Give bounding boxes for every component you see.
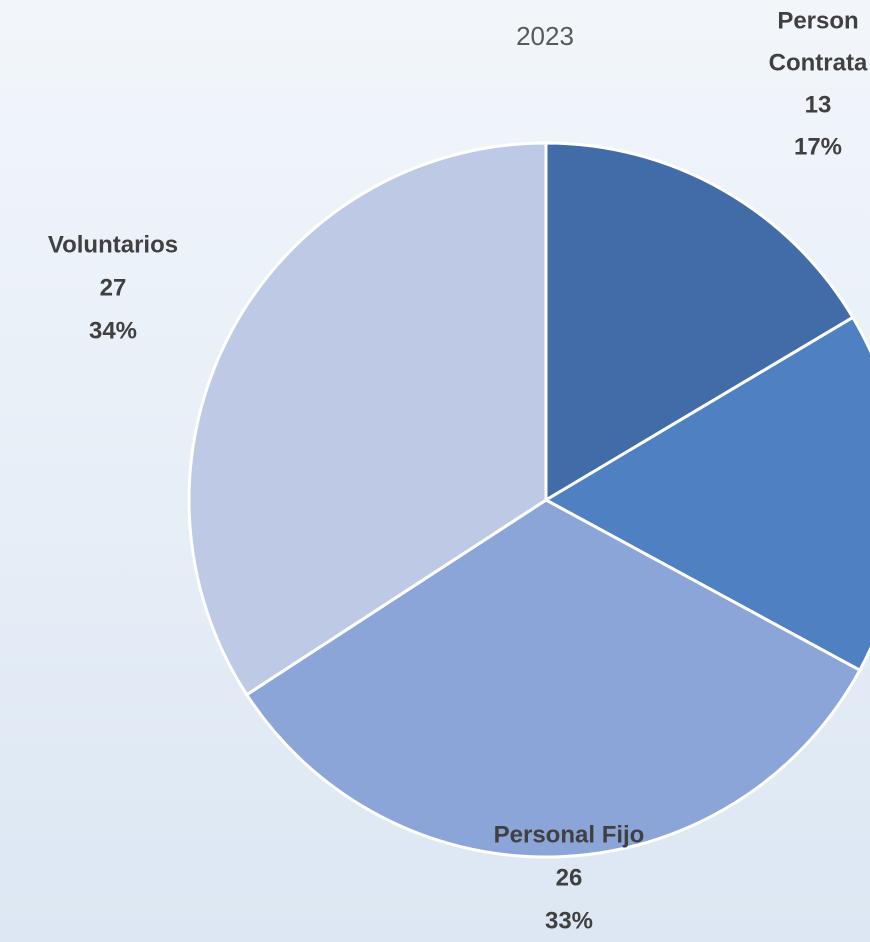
- slice-percent: 17%: [794, 133, 842, 160]
- slice-label: Person: [777, 7, 858, 34]
- slice-value: 13: [805, 91, 832, 118]
- pie-slice: [542, 315, 870, 673]
- pie-slice: [544, 141, 855, 503]
- slice-percent: 34%: [89, 317, 137, 344]
- slice-value: 26: [556, 864, 583, 891]
- slice-percent: 33%: [545, 907, 593, 934]
- pie-slice: [187, 141, 548, 697]
- slice-label: Contrata: [769, 49, 868, 76]
- slice-value: 27: [100, 274, 127, 301]
- chart-title: 2023: [516, 21, 574, 51]
- slice-label: Voluntarios: [48, 231, 178, 258]
- slice-label: Personal Fijo: [494, 821, 645, 848]
- pie-slice: [244, 498, 862, 859]
